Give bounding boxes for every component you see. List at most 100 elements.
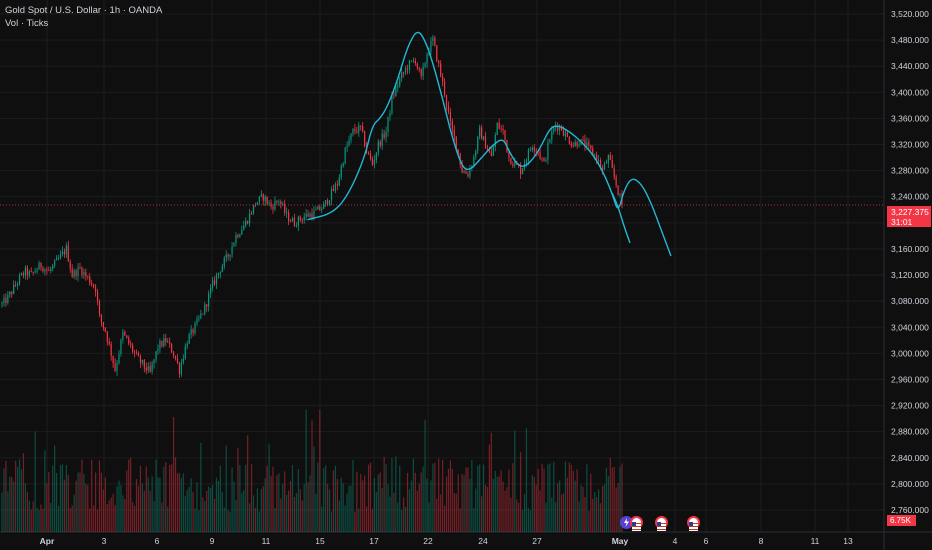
volume-bar	[93, 505, 95, 532]
candle-body	[350, 133, 352, 141]
candle-body	[445, 94, 448, 106]
candle-body	[42, 267, 44, 272]
volume-bar	[59, 465, 62, 532]
candle-body	[91, 283, 93, 285]
volume-bar	[295, 493, 298, 532]
projection-curve-short	[611, 192, 631, 244]
volume-bar	[364, 475, 366, 532]
candle-body	[79, 267, 81, 268]
candle-body	[527, 150, 530, 161]
candle-body	[383, 133, 385, 138]
volume-bar	[289, 480, 292, 532]
time-axis-label: 11	[811, 536, 820, 546]
candle-body	[40, 262, 42, 268]
candle-body	[549, 139, 551, 143]
volume-bar	[578, 501, 580, 532]
candle-body	[328, 200, 331, 205]
volume-bar	[57, 505, 60, 532]
lightning-event-icon[interactable]	[620, 516, 633, 529]
symbol-title[interactable]: Gold Spot / U.S. Dollar · 1h · OANDA	[5, 5, 163, 16]
volume-bar	[352, 459, 354, 532]
candle-body	[50, 268, 52, 271]
volume-bar	[198, 510, 200, 532]
us-flag-event-icon[interactable]	[655, 516, 668, 531]
volume-bar	[215, 477, 218, 532]
volume-bar	[321, 506, 323, 532]
candle-body	[486, 148, 489, 151]
volume-bar	[473, 508, 475, 532]
candle-body	[451, 121, 453, 130]
volume-bar	[28, 500, 30, 532]
volume-bar	[588, 510, 590, 532]
candle-body	[576, 141, 578, 147]
volume-indicator-title[interactable]: Vol · Ticks	[5, 18, 49, 29]
volume-bar	[594, 491, 596, 532]
volume-bar	[182, 473, 184, 532]
volume-bar	[533, 476, 535, 532]
volume-bar	[334, 465, 336, 532]
candle-body	[362, 125, 364, 132]
volume-bar	[286, 494, 288, 532]
candle-body	[104, 327, 106, 332]
volume-bar	[217, 480, 220, 532]
candle-body	[482, 136, 485, 140]
candle-body	[406, 68, 409, 70]
volume-bar	[463, 475, 465, 532]
candle-body	[541, 158, 543, 159]
volume-bar	[268, 444, 270, 532]
candle-body	[198, 317, 200, 320]
volume-bar	[490, 432, 492, 532]
candle-body	[15, 284, 17, 286]
volume-bar	[434, 462, 436, 532]
volume-bar	[482, 464, 485, 532]
volume-bar	[455, 493, 457, 532]
candle-body	[243, 225, 245, 231]
volume-bar	[570, 465, 572, 532]
volume-bar	[459, 508, 461, 532]
volume-bar	[239, 464, 241, 532]
candle-body	[167, 341, 169, 343]
candle-body	[440, 63, 442, 77]
candle-body	[262, 194, 264, 201]
volume-bar	[416, 490, 418, 532]
candle-body	[481, 127, 483, 140]
volume-bar	[137, 485, 140, 532]
candle-body	[564, 132, 567, 136]
volume-bar	[250, 464, 253, 532]
candle-body	[69, 261, 71, 269]
candle-body	[106, 331, 108, 342]
volume-bar	[562, 493, 565, 532]
candle-body	[496, 122, 498, 136]
current-price-label: 3,227.375 31:01	[887, 206, 931, 227]
volume-bar	[504, 490, 506, 532]
volume-bar	[180, 477, 182, 532]
candle-body	[190, 329, 192, 335]
volume-bar	[178, 472, 181, 532]
volume-bar	[621, 463, 623, 532]
volume-bar	[367, 464, 370, 532]
candle-body	[463, 171, 465, 173]
volume-bar	[545, 502, 547, 532]
volume-bar	[278, 473, 280, 532]
us-flag-event-icon[interactable]	[687, 516, 700, 531]
candle-body	[586, 142, 588, 147]
candle-body	[110, 343, 112, 356]
candle-body	[252, 204, 255, 214]
volume-bar	[564, 461, 567, 532]
candle-body	[510, 157, 512, 165]
candle-body	[479, 127, 481, 137]
volume-bar	[568, 462, 570, 532]
us-flag-event-icon[interactable]	[630, 516, 643, 531]
candle-body	[512, 164, 514, 166]
volume-bar	[531, 475, 533, 532]
volume-bar	[276, 475, 278, 532]
price-axis-label: 3,480.000	[891, 35, 929, 45]
candle-body	[488, 150, 491, 153]
candle-body	[467, 173, 469, 177]
volume-bar	[69, 508, 71, 532]
volume-bar	[539, 490, 541, 532]
volume-bar	[449, 460, 452, 532]
volume-bar	[414, 472, 416, 532]
